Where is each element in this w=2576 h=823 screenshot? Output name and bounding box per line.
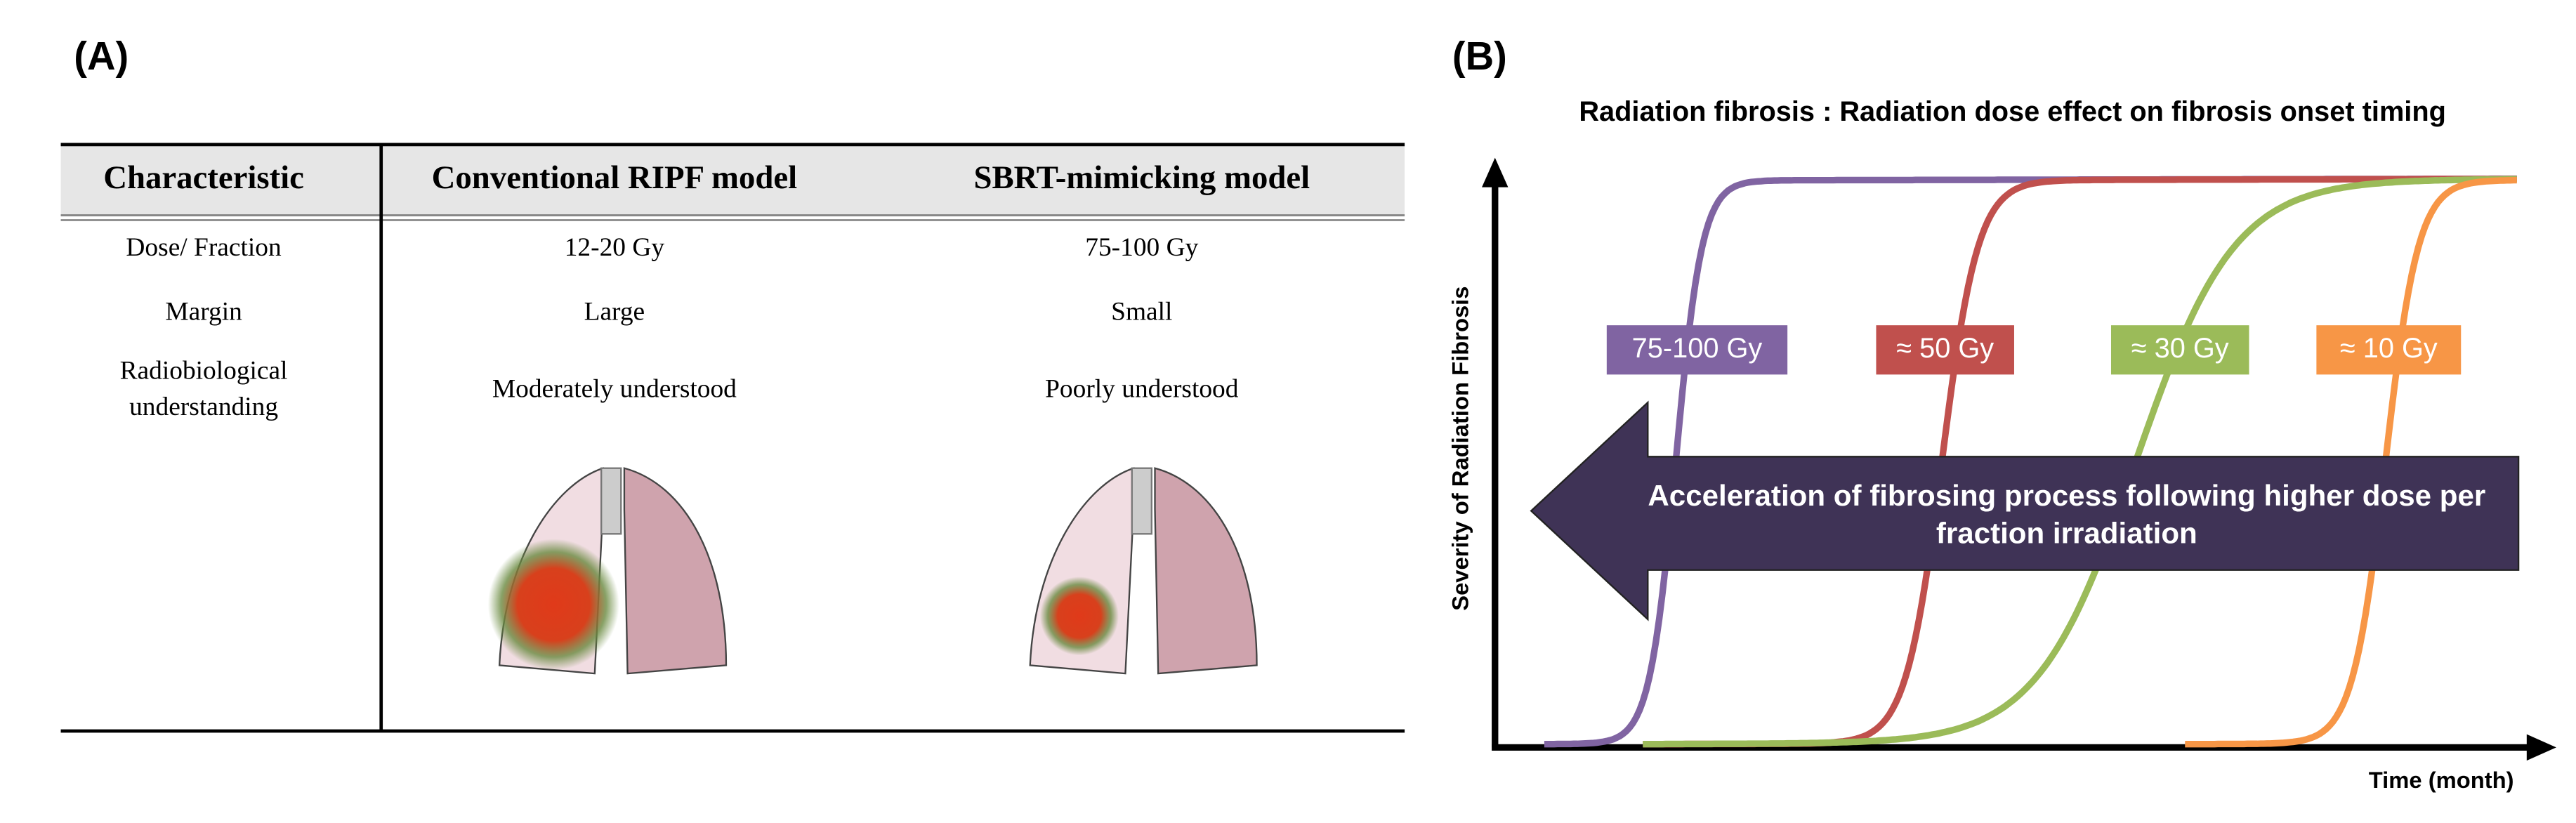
curve-label-box [2316, 325, 2462, 375]
cell: Small [1111, 297, 1172, 326]
curve-label: ≈ 50 Gy [1896, 333, 1994, 364]
header-cell: Characteristic [103, 159, 304, 196]
row-label: Margin [165, 297, 242, 326]
row-label: understanding [129, 393, 278, 421]
curve-label: 75-100 Gy [1632, 333, 1763, 364]
fibrosis-curve [2185, 176, 2517, 748]
axis-arrowhead [1482, 157, 1509, 187]
arrow-text: Acceleration of fibrosing process follow… [1648, 479, 2485, 550]
curve-label: ≈ 30 Gy [2131, 333, 2229, 364]
curve-label-box [1876, 325, 2014, 375]
header-cell: SBRT-mimicking model [973, 159, 1310, 196]
acceleration-arrow [1530, 400, 2520, 621]
cell: 12-20 Gy [565, 233, 665, 262]
cell: Poorly understood [1045, 374, 1239, 403]
arrow-text-line: Acceleration of fibrosing process follow… [1648, 479, 2485, 512]
cell: Moderately understood [492, 374, 737, 403]
diagram-title: Radiation fibrosis : Radiation dose effe… [1579, 96, 2446, 127]
curve-label: ≈ 10 Gy [2340, 333, 2438, 364]
lung-illustration [1029, 467, 1258, 675]
cell: Large [584, 297, 645, 326]
lung-illustration [487, 467, 728, 675]
fibrosis-curve [1643, 176, 2517, 748]
row-label: Dose/ Fraction [126, 233, 282, 262]
arrow-text-line: fraction irradiation [1936, 517, 2197, 550]
axis-arrowhead [2526, 734, 2556, 761]
panel-label: (A) [74, 34, 129, 78]
header-cell: Conventional RIPF model [432, 159, 798, 196]
curve-label-box [2110, 325, 2249, 375]
panel-label: (B) [1452, 34, 1507, 78]
curve-label-box [1606, 325, 1788, 375]
x-axis-label: Time (month) [2369, 767, 2514, 793]
row-label: Radiobiological [120, 357, 288, 386]
header-bg [60, 144, 1405, 217]
table: Characteristic Conventional RIPF model SBR… [103, 159, 1310, 421]
cell: 75-100 Gy [1085, 233, 1198, 262]
curves: 75-100 Gy ≈ 50 Gy ≈ 30 Gy ≈ 10 Gy [1544, 175, 2517, 748]
y-axis-label: Severity of Radiation Fibrosis [1447, 287, 1473, 611]
